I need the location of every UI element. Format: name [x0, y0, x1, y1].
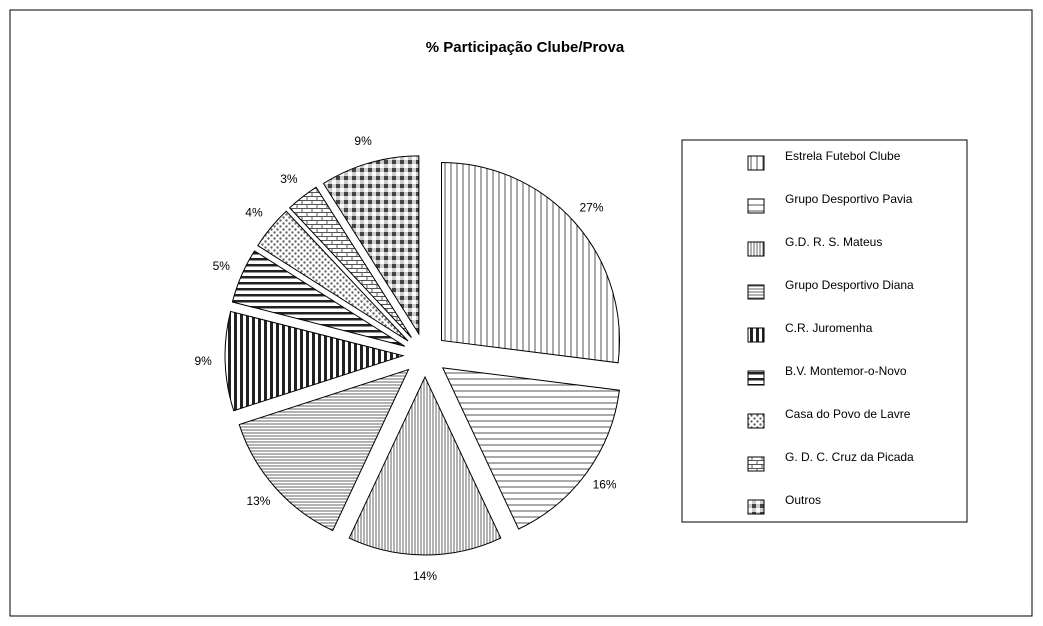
- pie-slice: [322, 155, 420, 336]
- legend-label: Casa do Povo de Lavre: [785, 407, 911, 421]
- pie-slice: [348, 375, 502, 556]
- legend-swatch: [747, 284, 765, 300]
- pie-slice: [288, 186, 412, 338]
- legend-swatch: [747, 499, 765, 515]
- legend-label: G. D. C. Cruz da Picada: [785, 450, 914, 464]
- pie-slice: [441, 161, 621, 364]
- pie-slice: [257, 210, 409, 342]
- legend-label: C.R. Juromenha: [785, 321, 873, 335]
- data-label: 5%: [213, 259, 231, 273]
- legend-label: G.D. R. S. Mateus: [785, 235, 882, 249]
- data-label: 16%: [593, 478, 617, 492]
- legend-swatch: [747, 198, 765, 214]
- chart-title: % Participação Clube/Prova: [426, 39, 625, 56]
- legend-label: Outros: [785, 493, 821, 507]
- legend-label: Grupo Desportivo Pavia: [785, 192, 913, 206]
- legend-swatch: [747, 327, 765, 343]
- legend-swatch: [747, 456, 765, 472]
- data-label: 3%: [280, 172, 298, 186]
- legend-label: B.V. Montemor-o-Novo: [785, 364, 907, 378]
- legend-swatch: [747, 413, 765, 429]
- data-label: 13%: [246, 494, 270, 508]
- legend-label: Estrela Futebol Clube: [785, 149, 901, 163]
- data-label: 27%: [580, 200, 604, 214]
- pie-slice: [224, 310, 405, 412]
- data-label: 14%: [413, 569, 437, 583]
- legend-swatch: [747, 241, 765, 257]
- data-label: 4%: [245, 206, 263, 220]
- pie-slice: [441, 367, 620, 530]
- legend-swatch: [747, 370, 765, 386]
- legend: [681, 139, 968, 523]
- legend-label: Grupo Desportivo Diana: [785, 278, 914, 292]
- pie-slice: [238, 368, 410, 532]
- pie-slice: [231, 250, 406, 347]
- legend-swatch: [747, 155, 765, 171]
- data-label: 9%: [194, 354, 212, 368]
- data-label: 9%: [354, 134, 372, 148]
